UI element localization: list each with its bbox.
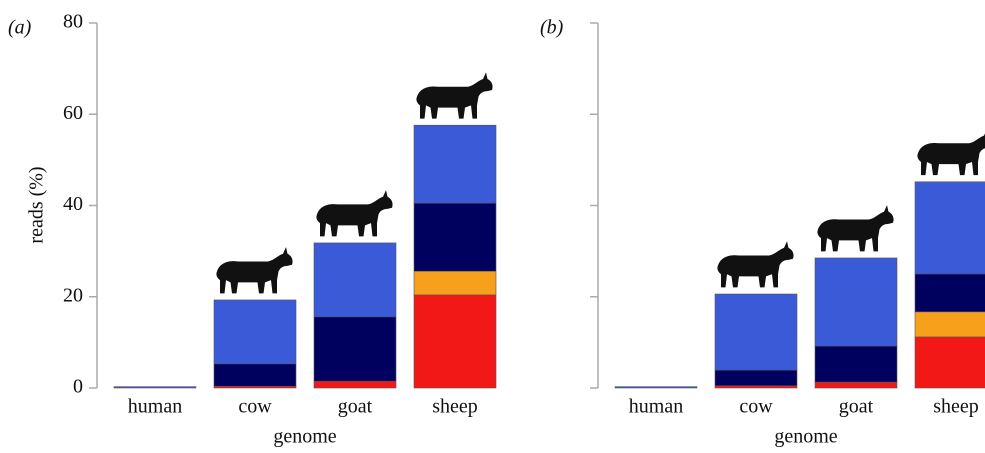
x-tick-label: sheep: [933, 396, 979, 418]
bar-segment: [915, 182, 985, 274]
bar-segment: [815, 346, 897, 382]
x-tick-label: goat: [338, 396, 373, 418]
bar-segment: [915, 274, 985, 312]
animal-icon: [917, 129, 985, 175]
panel-label: (b): [540, 17, 564, 39]
panel-label: (a): [8, 17, 32, 39]
bar-segment: [815, 382, 897, 388]
bar-segment: [414, 271, 496, 295]
x-axis-label: genome: [774, 426, 837, 448]
bar-segment: [715, 294, 797, 370]
bar-segment: [314, 381, 396, 388]
animal-icon: [316, 190, 392, 236]
bar-segment: [214, 300, 296, 364]
x-tick-label: cow: [739, 396, 773, 418]
y-tick-label: 60: [63, 102, 83, 124]
y-axis-label: reads (%): [26, 166, 48, 243]
y-tick-label: 20: [63, 284, 83, 306]
animal-icon: [416, 72, 492, 118]
y-tick-label: 40: [63, 193, 83, 215]
y-tick-label: 80: [63, 11, 83, 33]
bar-segment: [414, 203, 496, 271]
bar-segment: [715, 386, 797, 388]
bar-segment: [214, 364, 296, 386]
bar-segment: [114, 387, 196, 388]
bar-segment: [615, 387, 697, 388]
animal-icon: [817, 205, 893, 251]
bar-segment: [314, 317, 396, 381]
bar-segment: [715, 370, 797, 386]
figure: (a) 0 20 40 60 80 reads (%) human cow goat sheep ge…: [0, 0, 985, 453]
bar-segment: [915, 312, 985, 337]
x-tick-label: cow: [238, 396, 272, 418]
bar-segment: [414, 125, 496, 203]
x-tick-label: human: [629, 396, 683, 418]
x-axis-label: genome: [273, 426, 336, 448]
x-tick-label: sheep: [432, 396, 478, 418]
animal-icon: [717, 241, 793, 287]
y-tick-label: 0: [73, 376, 83, 398]
bar-segment: [314, 243, 396, 317]
x-tick-label: goat: [839, 396, 874, 418]
x-tick-label: human: [128, 396, 182, 418]
bar-segment: [915, 337, 985, 388]
bar-segment: [815, 258, 897, 346]
animal-icon: [216, 247, 292, 293]
bar-segment: [414, 295, 496, 388]
